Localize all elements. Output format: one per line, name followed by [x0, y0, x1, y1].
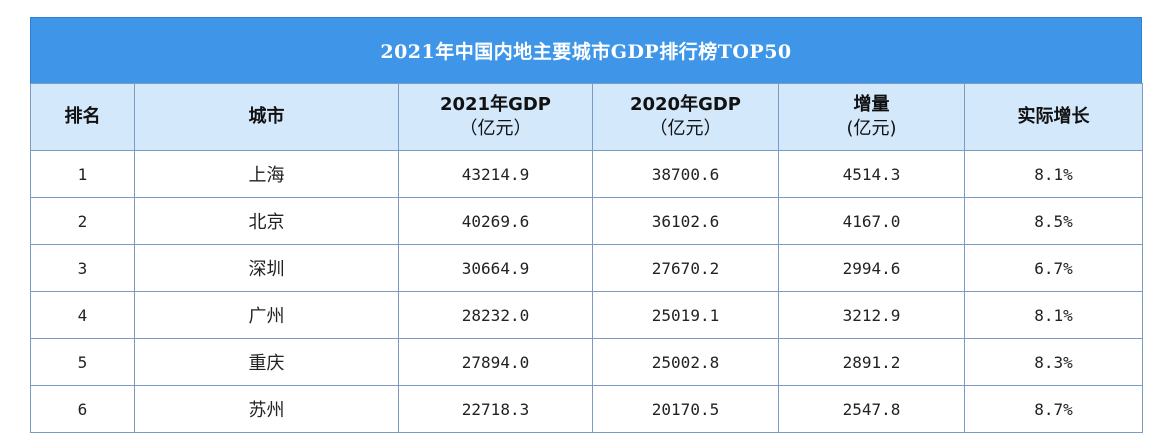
cell-rank: 2 [30, 197, 135, 245]
cell-city: 深圳 [134, 244, 399, 292]
cell-rank: 3 [30, 244, 135, 292]
cell-gdp2020: 25019.1 [592, 291, 779, 339]
header-gdp2020-unit: （亿元） [649, 118, 722, 139]
cell-city: 北京 [134, 197, 399, 245]
cell-gdp2020: 27670.2 [592, 244, 779, 292]
cell-growth: 6.7% [964, 244, 1143, 292]
cell-increase: 4167.0 [778, 197, 965, 245]
table-row: 3 深圳 30664.9 27670.2 2994.6 6.7% [30, 244, 1143, 292]
cell-increase: 2891.2 [778, 338, 965, 386]
cell-gdp2020: 20170.5 [592, 385, 779, 433]
cell-city: 上海 [134, 150, 399, 198]
cell-increase: 2994.6 [778, 244, 965, 292]
table-row: 6 苏州 22718.3 20170.5 2547.8 8.7% [30, 385, 1143, 433]
gdp-ranking-table: 排名 城市 2021年GDP （亿元） 2020年GDP （亿元） 增量 (亿元… [30, 83, 1143, 433]
header-rank: 排名 [30, 83, 135, 151]
header-gdp2021-line1: 2021年GDP [439, 94, 551, 115]
cell-rank: 5 [30, 338, 135, 386]
header-gdp2020-line1: 2020年GDP [629, 94, 741, 115]
cell-gdp2021: 28232.0 [398, 291, 593, 339]
gdp-ranking-table-container: 2021年中国内地主要城市GDP排行榜TOP50 排名 城市 2021年GDP … [30, 17, 1143, 433]
header-gdp2021: 2021年GDP （亿元） [398, 83, 593, 151]
cell-gdp2021: 43214.9 [398, 150, 593, 198]
cell-growth: 8.1% [964, 150, 1143, 198]
table-row: 2 北京 40269.6 36102.6 4167.0 8.5% [30, 197, 1143, 245]
header-increase-line1: 增量 [853, 94, 890, 115]
cell-rank: 6 [30, 385, 135, 433]
cell-city: 重庆 [134, 338, 399, 386]
cell-growth: 8.1% [964, 291, 1143, 339]
table-title: 2021年中国内地主要城市GDP排行榜TOP50 [30, 17, 1142, 83]
header-row: 排名 城市 2021年GDP （亿元） 2020年GDP （亿元） 增量 (亿元… [30, 83, 1143, 151]
cell-rank: 1 [30, 150, 135, 198]
cell-gdp2020: 38700.6 [592, 150, 779, 198]
cell-city: 广州 [134, 291, 399, 339]
cell-gdp2020: 36102.6 [592, 197, 779, 245]
cell-growth: 8.7% [964, 385, 1143, 433]
cell-gdp2021: 30664.9 [398, 244, 593, 292]
cell-growth: 8.5% [964, 197, 1143, 245]
table-row: 1 上海 43214.9 38700.6 4514.3 8.1% [30, 150, 1143, 198]
cell-gdp2021: 22718.3 [398, 385, 593, 433]
cell-increase: 4514.3 [778, 150, 965, 198]
table-row: 5 重庆 27894.0 25002.8 2891.2 8.3% [30, 338, 1143, 386]
cell-gdp2021: 27894.0 [398, 338, 593, 386]
cell-city: 苏州 [134, 385, 399, 433]
header-gdp2020: 2020年GDP （亿元） [592, 83, 779, 151]
header-increase-unit: (亿元) [846, 118, 897, 139]
header-city: 城市 [134, 83, 399, 151]
table-row: 4 广州 28232.0 25019.1 3212.9 8.1% [30, 291, 1143, 339]
cell-rank: 4 [30, 291, 135, 339]
header-growth: 实际增长 [964, 83, 1143, 151]
cell-gdp2020: 25002.8 [592, 338, 779, 386]
cell-gdp2021: 40269.6 [398, 197, 593, 245]
cell-increase: 2547.8 [778, 385, 965, 433]
header-increase: 增量 (亿元) [778, 83, 965, 151]
cell-growth: 8.3% [964, 338, 1143, 386]
header-gdp2021-unit: （亿元） [459, 118, 532, 139]
cell-increase: 3212.9 [778, 291, 965, 339]
